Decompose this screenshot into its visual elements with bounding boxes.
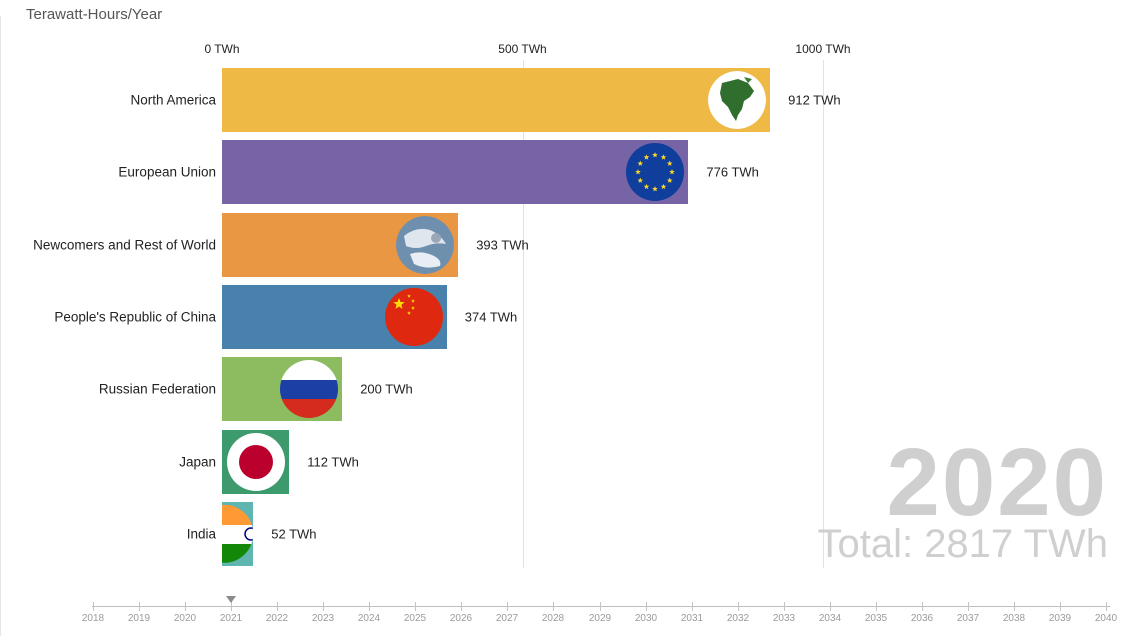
timeline-tick (784, 602, 785, 611)
earth-globe-icon (396, 215, 455, 274)
x-axis: 0 TWh 500 TWh 1000 TWh (0, 42, 1140, 60)
timeline-tick (876, 602, 877, 611)
timeline-tick (369, 602, 370, 611)
timeline-track[interactable] (92, 606, 1110, 607)
timeline-year-label[interactable]: 2021 (219, 613, 243, 624)
timeline-year-label[interactable]: 2027 (495, 613, 519, 624)
timeline-year-label[interactable]: 2020 (173, 613, 197, 624)
current-year-label: 2020 (886, 429, 1108, 536)
timeline-tick (1106, 602, 1107, 611)
value-label: 912 TWh (788, 92, 841, 108)
timeline-tick (553, 602, 554, 611)
timeline-year-label[interactable]: 2036 (910, 613, 934, 624)
timeline-year-label[interactable]: 2023 (311, 613, 335, 624)
timeline-year-label[interactable]: 2033 (772, 613, 796, 624)
total-label: Total: 2817 TWh (817, 522, 1108, 566)
bar (222, 140, 689, 205)
x-tick-label: 0 TWh (204, 42, 240, 56)
value-label: 374 TWh (464, 309, 518, 325)
timeline-year-label[interactable]: 2022 (265, 613, 289, 624)
timeline-year-label[interactable]: 2018 (81, 613, 105, 624)
timeline-year-label[interactable]: 2026 (449, 613, 473, 624)
timeline-year-label[interactable]: 2039 (1048, 613, 1072, 624)
x-tick-label: 500 TWh (498, 42, 547, 56)
timeline-tick (692, 602, 693, 611)
category-label: Japan (179, 454, 216, 469)
category-label: People's Republic of China (54, 309, 216, 325)
timeline-year-label[interactable]: 2035 (864, 613, 888, 624)
timeline-tick (277, 602, 278, 611)
timeline-tick (1060, 602, 1061, 611)
timeline-playhead-marker[interactable] (226, 596, 236, 603)
timeline-tick (646, 602, 647, 611)
timeline-tick (323, 602, 324, 611)
timeline-tick (185, 602, 186, 611)
eu-flag-icon (626, 143, 685, 202)
x-tick-label: 1000 TWh (795, 42, 851, 56)
timeline-year-label[interactable]: 2030 (634, 613, 658, 624)
gridline (523, 60, 524, 568)
timeline-tick (600, 602, 601, 611)
category-label: North America (130, 92, 216, 108)
north-america-globe-icon (708, 71, 767, 129)
russia-flag-icon (280, 360, 339, 419)
year-timeline[interactable]: 2018 2019 2020 2021 2022 2023 2024 2025 2026 2027… (0, 596, 1140, 640)
value-label: 200 TWh (360, 381, 413, 397)
value-label: 776 TWh (706, 164, 759, 180)
timeline-year-label[interactable]: 2038 (1002, 613, 1026, 624)
timeline-tick (93, 602, 94, 611)
category-label: India (186, 526, 216, 542)
china-flag-icon (384, 287, 443, 346)
timeline-tick (830, 602, 831, 611)
category-label: Russian Federation (98, 381, 216, 397)
timeline-tick (461, 602, 462, 611)
timeline-year-label[interactable]: 2029 (588, 613, 612, 624)
timeline-year-label[interactable]: 2037 (956, 613, 980, 624)
timeline-year-label[interactable]: 2032 (726, 613, 750, 624)
value-label: 112 TWh (307, 454, 359, 469)
value-label: 393 TWh (476, 237, 529, 253)
timeline-tick (738, 602, 739, 611)
category-label: European Union (118, 164, 216, 180)
chart-title: Terawatt-Hours/Year (26, 6, 163, 23)
timeline-year-label[interactable]: 2025 (403, 613, 427, 624)
bar (222, 68, 771, 132)
left-border (0, 16, 1, 636)
timeline-tick (415, 602, 416, 611)
timeline-year-label[interactable]: 2019 (127, 613, 151, 624)
japan-flag-icon (227, 432, 286, 491)
timeline-tick (922, 602, 923, 611)
gridline (823, 60, 824, 568)
timeline-year-label[interactable]: 2024 (357, 613, 381, 624)
category-label: Newcomers and Rest of World (33, 237, 216, 253)
timeline-year-label[interactable]: 2040 (1094, 613, 1118, 624)
timeline-tick (139, 602, 140, 611)
timeline-tick (1014, 602, 1015, 611)
timeline-year-label[interactable]: 2028 (541, 613, 565, 624)
timeline-year-label[interactable]: 2031 (680, 613, 704, 624)
timeline-tick (968, 602, 969, 611)
timeline-year-label[interactable]: 2034 (818, 613, 842, 624)
timeline-tick (507, 602, 508, 611)
value-label: 52 TWh (271, 526, 317, 542)
timeline-tick (231, 602, 232, 611)
